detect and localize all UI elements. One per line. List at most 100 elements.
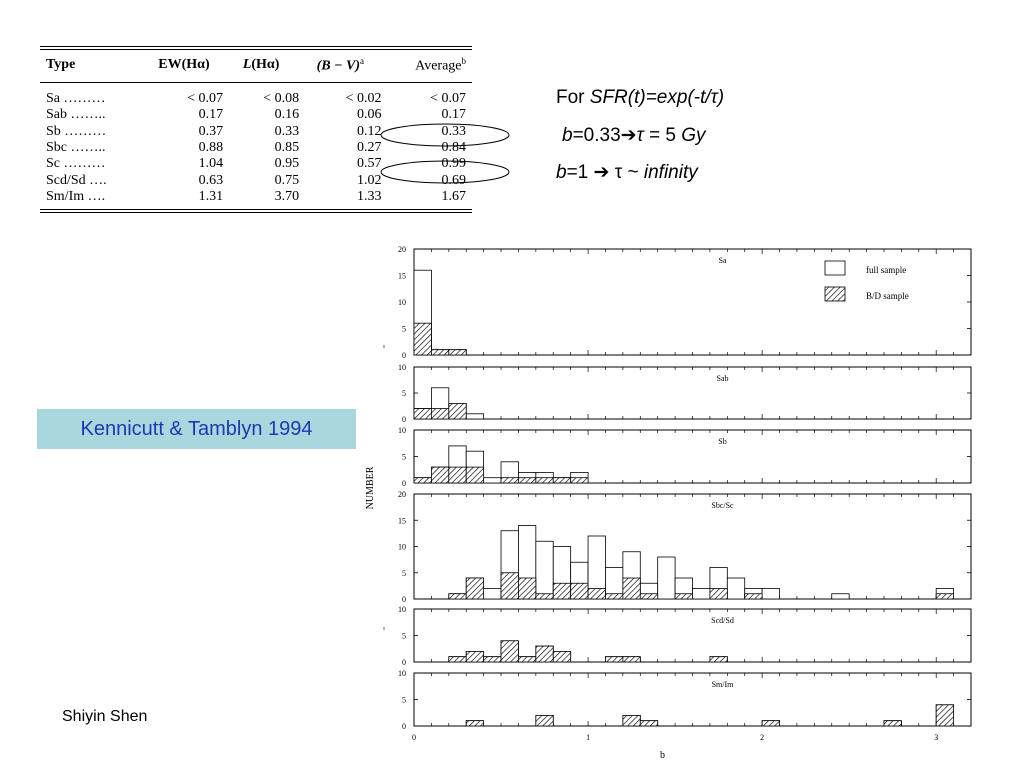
formula-arrow-icon-2: ➔ bbox=[593, 162, 610, 183]
bd-sample-bar bbox=[518, 656, 537, 663]
formula-b-value: =0.33 bbox=[572, 125, 621, 146]
cell-ew: 0.88 bbox=[198, 140, 224, 156]
bd-sample-bar bbox=[935, 593, 954, 600]
panel-label: Sa bbox=[719, 256, 727, 265]
bd-sample-bar bbox=[448, 593, 467, 600]
y-tick-label: 0 bbox=[402, 479, 406, 488]
bd-sample-bar bbox=[709, 656, 728, 663]
table-row: Scd/Sd …. 0.63 0.75 1.02 0.69 bbox=[40, 172, 472, 188]
formula-arrow-icon: ➔ bbox=[620, 125, 637, 146]
cell-average: 0.99 bbox=[441, 156, 467, 172]
panel-label: Scd/Sd bbox=[711, 616, 734, 625]
highlight-ellipses bbox=[380, 123, 510, 184]
y-tick-label: 5 bbox=[402, 696, 406, 705]
y-tick-label: 5 bbox=[402, 632, 406, 641]
full-sample-bar bbox=[692, 588, 711, 600]
legend-full-swatch bbox=[824, 260, 846, 276]
table-row: Sbc …….. 0.88 0.85 0.27 0.84 bbox=[40, 140, 472, 156]
cell-luminosity: 3.70 bbox=[274, 188, 300, 204]
panel-label: Sm/Im bbox=[712, 680, 735, 689]
bd-sample-bar bbox=[500, 572, 519, 600]
formula-line-2: b=0.33➔τ = 5 Gy bbox=[562, 124, 705, 147]
bd-sample-bar bbox=[552, 582, 572, 600]
cell-ew: 1.04 bbox=[198, 156, 224, 172]
formula-tau-symbol: τ bbox=[636, 125, 644, 146]
y-tick-label: 10 bbox=[398, 605, 406, 614]
table-row: Sm/Im …. 1.31 3.70 1.33 1.67 bbox=[40, 189, 472, 205]
bd-sample-bar bbox=[535, 477, 554, 484]
formula-sfr-expression: SFR(t)=exp(-t/τ) bbox=[589, 87, 725, 108]
full-sample-bar bbox=[483, 477, 502, 484]
bd-sample-bar bbox=[465, 577, 485, 600]
bd-sample-bar bbox=[622, 656, 641, 663]
formula-unit: Gy bbox=[681, 125, 706, 146]
header-avg-text: Average bbox=[415, 58, 462, 74]
bd-sample-bar bbox=[552, 477, 572, 484]
full-sample-bar bbox=[535, 540, 554, 600]
y-tick-label: 5 bbox=[402, 569, 406, 578]
cell-type: Sbc …….. bbox=[46, 140, 106, 156]
y-tick-label: 10 bbox=[398, 669, 406, 678]
cell-luminosity: 0.75 bbox=[274, 172, 300, 188]
cell-luminosity: < 0.08 bbox=[263, 91, 300, 107]
cell-average: 1.67 bbox=[441, 188, 467, 204]
header-bv-text: (B − V) bbox=[316, 58, 361, 74]
cell-ew: 0.17 bbox=[198, 107, 224, 123]
y-tick-label: 0 bbox=[402, 595, 406, 604]
table-row: Sc ……… 1.04 0.95 0.57 0.99 bbox=[40, 156, 472, 172]
bd-sample-bar bbox=[883, 720, 902, 727]
formula-b-symbol: b bbox=[562, 125, 573, 146]
bd-sample-bar bbox=[413, 408, 432, 420]
table-top-rule bbox=[40, 46, 472, 50]
y-tick-label: 0 bbox=[402, 722, 406, 731]
table-row: Sb ……… 0.37 0.33 0.12 0.33 bbox=[40, 124, 472, 140]
cell-ew: 0.63 bbox=[198, 172, 224, 188]
bd-sample-bar bbox=[500, 477, 519, 484]
table-bottom-rule bbox=[40, 209, 472, 214]
y-tick-label: 15 bbox=[398, 516, 406, 525]
legend-bd-swatch bbox=[824, 286, 846, 302]
bd-sample-bar bbox=[587, 588, 606, 600]
y-tick-label: 10 bbox=[398, 426, 406, 435]
bd-sample-bar bbox=[431, 466, 450, 484]
y-tick-label: 0 bbox=[402, 658, 406, 667]
panel-frame bbox=[413, 366, 972, 420]
panel-frame bbox=[413, 608, 972, 663]
panel-frame bbox=[413, 672, 972, 727]
data-table-container: Type EW(Hα) L(Hα) (B − V)a Averageb Sa …… bbox=[40, 46, 472, 214]
cell-color: 1.02 bbox=[356, 172, 382, 188]
bd-sample-bar bbox=[500, 640, 519, 663]
cell-average: < 0.07 bbox=[430, 91, 466, 107]
header-avg-sup: b bbox=[461, 55, 467, 66]
cell-ew: 0.37 bbox=[198, 123, 224, 139]
bd-sample-bar bbox=[622, 577, 641, 600]
formula-b-value-2: =1 bbox=[566, 162, 594, 183]
cell-luminosity: 0.16 bbox=[274, 107, 300, 123]
bd-sample-bar bbox=[622, 714, 641, 727]
highlight-ellipse-sc bbox=[380, 160, 510, 184]
bd-sample-bar bbox=[935, 704, 954, 727]
formula-b-symbol-2: b bbox=[556, 162, 567, 183]
cell-luminosity: 0.95 bbox=[274, 156, 300, 172]
bd-sample-bar bbox=[465, 720, 485, 727]
bd-sample-bar bbox=[448, 466, 467, 484]
full-sample-bar bbox=[726, 577, 746, 600]
bd-sample-bar bbox=[483, 656, 502, 663]
cell-color: 0.06 bbox=[356, 107, 382, 123]
table-header-rule bbox=[40, 82, 472, 83]
header-l-rest: (Hα) bbox=[251, 57, 280, 72]
x-axis-label: b bbox=[660, 750, 665, 761]
reference-box: Kennicutt & Tamblyn 1994 bbox=[37, 409, 356, 449]
bd-sample-bar bbox=[570, 477, 589, 484]
formula-infinity: infinity bbox=[643, 162, 698, 183]
bd-sample-bar bbox=[570, 582, 589, 600]
bd-sample-bar bbox=[744, 593, 763, 600]
cell-type: Sa ……… bbox=[46, 91, 106, 107]
bd-sample-bar bbox=[535, 714, 554, 727]
cell-type: Sm/Im …. bbox=[46, 188, 106, 204]
y-tick-label: 0 bbox=[402, 351, 406, 360]
y-axis-label: NUMBER bbox=[365, 466, 376, 509]
bd-sample-bar bbox=[605, 593, 624, 600]
full-sample-bar bbox=[465, 413, 485, 420]
legend-full-label: full sample bbox=[866, 265, 906, 275]
